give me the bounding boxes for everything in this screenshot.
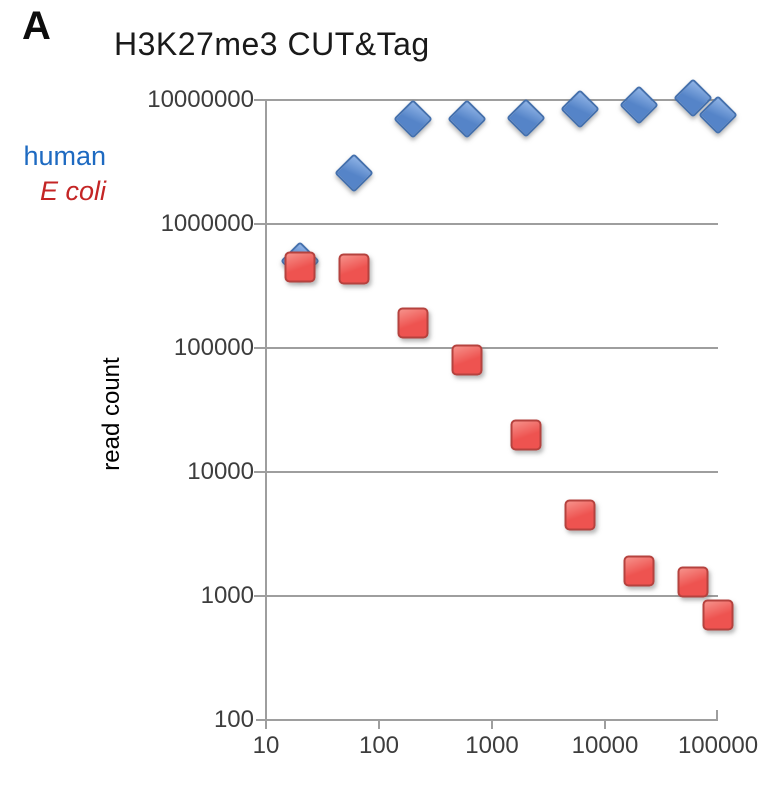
legend-item-ecoli: E coli	[39, 176, 106, 206]
chart-title: H3K27me3 CUT&Tag	[114, 26, 430, 62]
data-point-e-coli	[284, 251, 316, 283]
y-tick-mark	[254, 99, 266, 101]
x-tick-label: 10000	[571, 732, 639, 759]
data-point-e-coli	[338, 253, 370, 285]
data-point-e-coli	[510, 419, 542, 451]
legend: human E coli	[16, 139, 106, 209]
gridline-y-1000000	[266, 223, 718, 225]
x-axis-line	[256, 719, 718, 721]
y-tick-mark	[254, 347, 266, 349]
plot-area: 100 1000 10000 100000 1000000 10000000 10 100 10…	[147, 78, 758, 759]
x-tick-label: 1000	[465, 732, 519, 759]
x-tick-label: 100000	[677, 732, 759, 759]
data-point-e-coli	[623, 555, 655, 587]
data-point-e-coli	[702, 599, 734, 631]
gridline-y-1000	[266, 595, 718, 597]
y-tick-mark	[254, 595, 266, 597]
legend-item-human: human	[23, 141, 106, 171]
panel-label: A	[22, 4, 51, 48]
data-point-e-coli	[677, 566, 709, 598]
data-point-human	[393, 99, 433, 140]
x-tick-label: 100	[358, 732, 400, 759]
y-tick-label: 1000000	[160, 210, 254, 237]
y-tick-mark	[254, 223, 266, 225]
x-axis-endcap	[716, 710, 718, 720]
data-point-e-coli	[397, 307, 429, 339]
x-tick-label: 10	[252, 732, 280, 759]
y-axis-line	[265, 100, 267, 728]
data-point-human	[560, 88, 600, 129]
y-axis-title: read count	[98, 357, 125, 471]
x-tick-mark	[265, 721, 267, 729]
data-point-human	[619, 85, 659, 125]
data-point-e-coli	[451, 344, 483, 376]
gridline-y-10000	[266, 471, 718, 473]
data-point-e-coli	[564, 499, 596, 531]
y-tick-label: 10000000	[147, 86, 254, 113]
y-tick-label: 10000	[187, 458, 254, 485]
x-tick-mark	[378, 721, 380, 729]
data-point-human	[334, 152, 374, 193]
y-tick-mark	[254, 471, 266, 473]
data-point-human	[447, 99, 487, 140]
gridline-y-10000000	[266, 99, 718, 101]
gridline-y-100000	[266, 347, 718, 349]
data-point-human	[506, 97, 546, 138]
x-tick-mark	[604, 721, 606, 729]
x-tick-mark	[491, 721, 493, 729]
y-tick-label: 1000	[200, 582, 254, 609]
y-tick-label: 100000	[173, 334, 254, 361]
y-tick-label: 100	[213, 706, 254, 733]
